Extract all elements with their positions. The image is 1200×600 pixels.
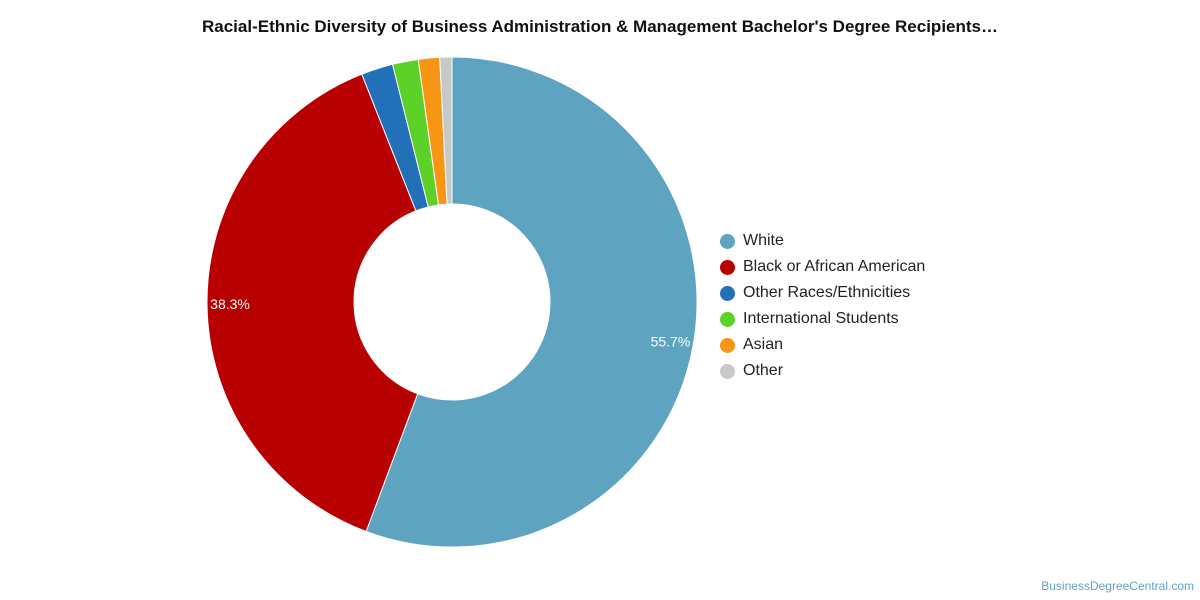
legend-label: Other Races/Ethnicities bbox=[743, 284, 911, 301]
legend-label: International Students bbox=[743, 310, 899, 327]
legend-swatch bbox=[720, 337, 735, 353]
data-label: 38.3% bbox=[210, 296, 250, 312]
slice-other[interactable] bbox=[439, 56, 453, 205]
legend-swatch bbox=[720, 233, 735, 249]
legend-swatch bbox=[720, 363, 735, 379]
slice-white[interactable] bbox=[365, 56, 698, 548]
slice-black-or-african-american[interactable] bbox=[206, 73, 419, 533]
legend-item-asian[interactable]: Asian bbox=[720, 332, 925, 358]
legend-item-other-races-ethnicities[interactable]: Other Races/Ethnicities bbox=[720, 280, 925, 306]
legend-label: Black or African American bbox=[743, 258, 926, 275]
legend-label: White bbox=[743, 232, 784, 249]
legend-label: Other bbox=[743, 362, 784, 379]
legend-item-white[interactable]: White bbox=[720, 228, 925, 254]
data-label: 55.7% bbox=[651, 334, 691, 350]
legend-label: Asian bbox=[743, 336, 784, 353]
legend-swatch bbox=[720, 259, 735, 275]
source-credit[interactable]: BusinessDegreeCentral.com bbox=[1041, 579, 1194, 593]
legend-item-black-or-african-american[interactable]: Black or African American bbox=[720, 254, 925, 280]
legend-item-other[interactable]: Other bbox=[720, 358, 925, 384]
legend-swatch bbox=[720, 285, 735, 301]
chart-legend: White Black or African American Other Race… bbox=[720, 228, 925, 384]
legend-item-international-students[interactable]: International Students bbox=[720, 306, 925, 332]
chart-title: Racial-Ethnic Diversity of Business Admi… bbox=[201, 17, 998, 36]
legend-swatch bbox=[720, 311, 735, 327]
